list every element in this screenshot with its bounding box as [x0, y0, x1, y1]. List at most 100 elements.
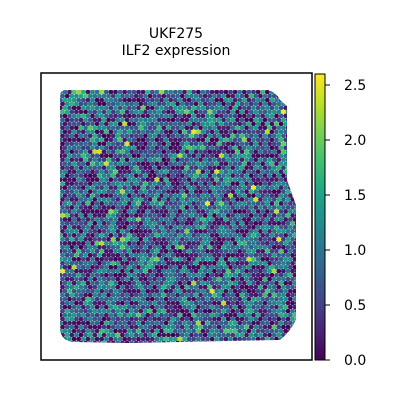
spot: [189, 221, 194, 226]
spot: [258, 276, 263, 282]
spot: [170, 133, 176, 139]
spot: [136, 105, 141, 111]
spot: [168, 320, 174, 326]
spot: [214, 209, 220, 214]
spot: [154, 129, 160, 135]
spot: [283, 233, 289, 238]
spot: [232, 113, 238, 119]
spot: [122, 304, 128, 310]
spot: [131, 145, 137, 151]
spot: [126, 201, 132, 206]
spot: [170, 268, 176, 274]
spot: [117, 264, 123, 270]
spot: [64, 189, 70, 194]
spot: [237, 177, 243, 182]
spot: [159, 248, 164, 254]
spot: [101, 292, 107, 298]
spot: [186, 272, 192, 278]
spot: [202, 316, 208, 322]
spot: [145, 225, 151, 230]
spot: [225, 268, 231, 274]
spot: [195, 121, 201, 127]
spot: [274, 288, 279, 294]
spot: [71, 153, 77, 159]
spot: [253, 189, 259, 194]
spot: [251, 312, 256, 318]
spot: [76, 137, 82, 143]
spot: [78, 229, 84, 234]
spot: [223, 161, 229, 167]
spot: [154, 225, 160, 230]
spot: [136, 256, 141, 262]
spot: [175, 260, 180, 266]
spot: [97, 276, 102, 282]
spot: [159, 97, 164, 103]
spot: [149, 201, 155, 206]
spot: [218, 145, 224, 151]
spot: [92, 125, 98, 131]
spot: [235, 300, 240, 306]
spot: [156, 324, 162, 330]
spot: [264, 272, 270, 278]
spot: [255, 328, 261, 334]
spot: [154, 288, 160, 294]
spot: [239, 237, 245, 242]
spot: [83, 276, 88, 282]
spot: [276, 260, 282, 266]
spot: [60, 272, 63, 278]
spot: [195, 105, 201, 111]
spot: [248, 308, 254, 314]
spot: [237, 209, 243, 214]
spot: [253, 300, 259, 306]
spot: [182, 225, 187, 230]
spot: [175, 189, 180, 194]
spot: [253, 324, 259, 330]
spot: [92, 229, 98, 234]
spot: [166, 173, 171, 178]
spot: [281, 205, 286, 210]
spot: [161, 165, 167, 171]
spot: [108, 145, 114, 151]
spot: [186, 336, 192, 342]
spot: [62, 113, 68, 119]
spot: [94, 113, 100, 119]
spot: [80, 161, 86, 167]
spot: [138, 229, 144, 234]
spot: [83, 117, 88, 123]
spot: [235, 165, 240, 171]
spot: [106, 284, 111, 290]
spot: [241, 248, 247, 254]
spot: [115, 101, 121, 107]
spot: [264, 129, 270, 135]
spot: [113, 328, 118, 334]
spot: [172, 209, 178, 214]
spot: [232, 304, 238, 310]
spot: [103, 312, 109, 318]
spot: [216, 109, 222, 115]
spot: [69, 197, 75, 202]
spot: [60, 205, 65, 210]
spot: [78, 252, 84, 258]
spot: [67, 145, 72, 151]
spot: [241, 320, 247, 326]
spot: [106, 237, 111, 242]
spot: [156, 221, 162, 226]
spot: [258, 332, 263, 338]
spot: [214, 225, 220, 230]
spot: [177, 312, 183, 318]
spot: [271, 284, 277, 290]
spot: [186, 153, 192, 159]
spot: [60, 292, 65, 298]
spot: [241, 280, 247, 286]
spot: [115, 237, 121, 242]
spot: [129, 181, 134, 186]
spot: [76, 113, 82, 119]
spot: [78, 141, 84, 147]
spot: [260, 177, 266, 182]
spot: [285, 268, 291, 274]
spot: [189, 244, 194, 250]
spot: [97, 149, 102, 155]
spot: [103, 90, 109, 95]
spot: [216, 125, 222, 131]
spot: [205, 248, 210, 254]
